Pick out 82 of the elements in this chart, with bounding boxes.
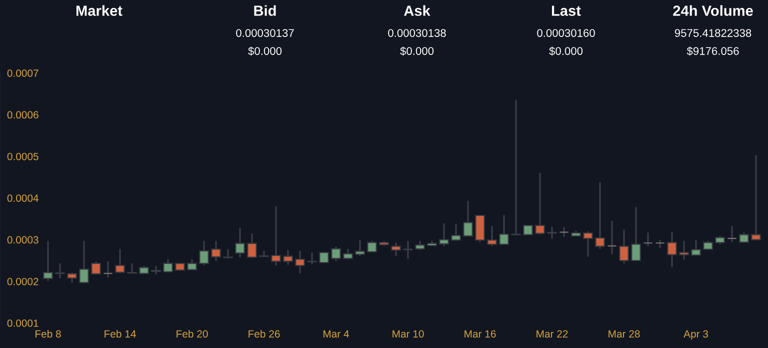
candlestick bbox=[223, 248, 233, 260]
x-tick-label: Mar 4 bbox=[324, 330, 350, 338]
candlestick bbox=[151, 265, 161, 276]
candlestick bbox=[631, 206, 641, 262]
candlestick bbox=[199, 240, 209, 266]
x-tick-label: Feb 20 bbox=[176, 330, 208, 338]
x-tick-label: Mar 16 bbox=[464, 330, 496, 338]
y-tick-label: 0.0006 bbox=[7, 111, 38, 119]
y-tick-label: 0.0003 bbox=[7, 236, 38, 244]
candlestick bbox=[547, 226, 557, 240]
text: 0.00030138 bbox=[388, 29, 446, 37]
candlestick bbox=[271, 206, 281, 266]
candlestick bbox=[283, 249, 293, 266]
y-tick-label: 0.0002 bbox=[7, 278, 38, 286]
candlestick bbox=[727, 225, 737, 243]
candlestick bbox=[55, 262, 65, 280]
candlestick bbox=[331, 246, 341, 262]
candlestick bbox=[751, 154, 761, 240]
candlestick bbox=[367, 240, 377, 253]
text: 24h Volume bbox=[673, 5, 753, 16]
y-tick-label: 0.0007 bbox=[7, 70, 38, 77]
x-tick-label: Apr 3 bbox=[684, 330, 708, 340]
candlestick bbox=[463, 200, 473, 238]
x-tick-label: Mar 10 bbox=[392, 330, 424, 338]
candlestick bbox=[67, 272, 77, 284]
candlestick bbox=[439, 222, 449, 247]
candlestick bbox=[247, 232, 257, 258]
x-tick-label: Feb 26 bbox=[248, 330, 280, 338]
candlestick bbox=[235, 226, 245, 258]
text: $9176.056 bbox=[686, 46, 739, 56]
text: $0.000 bbox=[549, 46, 583, 56]
candlestick bbox=[451, 223, 461, 242]
candlestick bbox=[187, 258, 197, 270]
candlestick bbox=[535, 172, 545, 236]
x-tick-label: Mar 28 bbox=[608, 330, 640, 338]
candlestick bbox=[691, 239, 701, 256]
text: Last bbox=[552, 6, 581, 16]
candlestick bbox=[403, 240, 413, 260]
candlestick bbox=[415, 240, 425, 251]
candlestick bbox=[103, 260, 113, 278]
candlestick bbox=[163, 258, 173, 273]
candlestick bbox=[79, 240, 89, 284]
candlestick bbox=[679, 240, 689, 260]
x-tick-label: Mar 22 bbox=[536, 330, 568, 338]
candlestick bbox=[583, 230, 593, 258]
candlestick bbox=[607, 220, 617, 256]
text: $0.000 bbox=[248, 46, 282, 56]
candlestick bbox=[487, 225, 497, 247]
candlestick bbox=[499, 214, 509, 246]
text: 0.00030137 bbox=[236, 29, 294, 37]
x-tick-label: Feb 14 bbox=[104, 330, 136, 338]
candlestick bbox=[343, 248, 353, 260]
candlestick bbox=[739, 232, 749, 243]
candlestick bbox=[655, 239, 665, 249]
candlestick bbox=[295, 250, 305, 274]
candlestick bbox=[319, 252, 329, 264]
candlestick bbox=[115, 248, 125, 274]
text: Market bbox=[76, 5, 122, 16]
candlestick bbox=[523, 224, 533, 236]
candlestick bbox=[211, 240, 221, 262]
y-tick-label: 0.0004 bbox=[7, 194, 38, 202]
text: $0.000 bbox=[400, 46, 434, 56]
candlestick bbox=[559, 226, 569, 238]
candlestick bbox=[307, 252, 317, 266]
candlestick bbox=[259, 250, 269, 258]
candlestick bbox=[511, 99, 521, 236]
text: Bid bbox=[254, 5, 276, 16]
y-tick-label: 0.0005 bbox=[7, 152, 38, 160]
candlestick bbox=[643, 232, 653, 248]
x-tick-label: Feb 8 bbox=[36, 330, 61, 338]
candlestick bbox=[43, 240, 53, 282]
candlestick bbox=[127, 262, 137, 274]
text: 0.00030160 bbox=[537, 29, 595, 37]
text: 9575.41822338 bbox=[674, 29, 752, 37]
candlestick bbox=[391, 242, 401, 257]
y-tick-label: 0.0001 bbox=[7, 320, 38, 327]
candlestick bbox=[667, 231, 677, 268]
text: Ask bbox=[404, 5, 430, 16]
candlestick bbox=[595, 181, 605, 250]
candlestick bbox=[619, 228, 629, 264]
candlestick bbox=[355, 239, 365, 257]
candlestick bbox=[91, 260, 101, 275]
